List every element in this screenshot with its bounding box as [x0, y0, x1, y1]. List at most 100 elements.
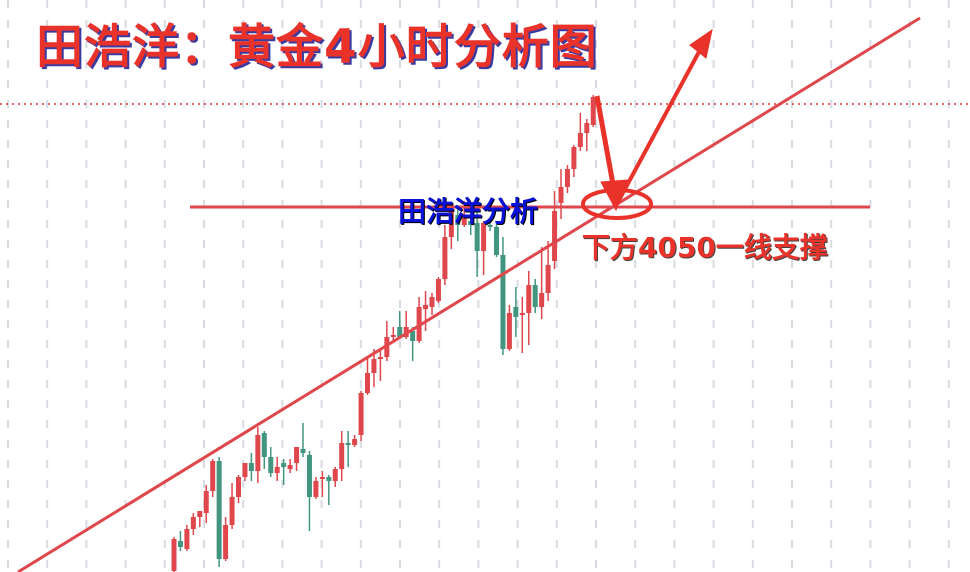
candle: [190, 513, 196, 535]
chart-title: 田浩洋：黄金4小时分析图: [36, 20, 598, 75]
candle: [506, 305, 512, 351]
candle: [236, 475, 241, 503]
candle-body: [281, 463, 287, 467]
candle: [248, 453, 254, 481]
candle-body: [255, 435, 261, 471]
candle-body: [365, 373, 370, 393]
candle: [481, 221, 487, 275]
candle-body: [261, 433, 267, 457]
candle-body: [313, 481, 319, 497]
candle-body: [526, 285, 532, 313]
candle-body: [397, 327, 403, 337]
rising-trendline: [17, 16, 921, 572]
candle: [410, 327, 416, 361]
candle: [545, 241, 551, 301]
candle-body: [236, 477, 241, 497]
candle-body: [584, 123, 590, 133]
candle-body: [474, 223, 480, 251]
candle-body: [577, 133, 583, 147]
candle-body: [190, 517, 196, 529]
candle: [487, 219, 493, 231]
candle-body: [300, 449, 306, 453]
candle-body: [423, 305, 429, 309]
candle-body: [442, 237, 448, 279]
candle: [526, 271, 532, 345]
candle-body: [171, 539, 177, 571]
candle: [365, 357, 370, 395]
candle: [539, 247, 545, 319]
candle: [210, 459, 216, 497]
candle-body: [429, 297, 435, 307]
candle: [429, 293, 435, 315]
candle-body: [223, 525, 229, 559]
candle-body: [487, 225, 493, 227]
candle-body: [545, 265, 551, 293]
candle-body: [552, 211, 558, 261]
candle: [474, 211, 480, 277]
candle-body: [500, 255, 506, 349]
candle: [203, 485, 209, 523]
candle: [177, 531, 183, 551]
candle-body: [319, 477, 325, 479]
candle: [519, 297, 525, 353]
candle: [339, 431, 345, 481]
candle-body: [268, 457, 274, 473]
candle: [171, 537, 177, 572]
candle: [313, 477, 319, 499]
candle-body: [371, 359, 377, 373]
candle-body: [390, 335, 396, 337]
candle-body: [358, 393, 364, 435]
candles: [171, 95, 596, 572]
candle-body: [455, 215, 461, 225]
candle-body: [481, 223, 487, 251]
candle: [332, 467, 338, 487]
candle: [229, 483, 235, 529]
candle: [558, 169, 564, 219]
candle-body: [210, 461, 216, 491]
support-annotation: 下方4050一线支撑: [582, 231, 828, 264]
candle: [571, 145, 577, 177]
candle-body: [332, 469, 338, 481]
candle-body: [468, 221, 474, 225]
candle-body: [339, 443, 345, 469]
candle: [319, 471, 325, 497]
candle-body: [513, 307, 519, 317]
candle: [352, 435, 358, 447]
candle-body: [494, 227, 499, 255]
candle: [300, 423, 306, 457]
candle: [468, 211, 474, 235]
candle-body: [435, 279, 441, 301]
candle-body: [242, 463, 248, 477]
candle-body: [564, 169, 570, 187]
candle: [552, 191, 558, 269]
candle: [274, 457, 280, 481]
candle: [261, 431, 267, 469]
candle-body: [274, 467, 280, 473]
candle-body: [377, 357, 383, 359]
candle: [345, 431, 351, 467]
candle-body: [590, 97, 596, 125]
candle-body: [177, 541, 183, 547]
candle-body: [248, 463, 254, 471]
candle-body: [287, 465, 293, 469]
candle-body: [558, 187, 564, 203]
candle: [371, 349, 377, 387]
candle: [590, 95, 596, 127]
candle: [377, 349, 383, 381]
candle-body: [345, 443, 351, 445]
candle: [584, 119, 590, 151]
candle-body: [506, 313, 512, 349]
candle: [223, 517, 229, 561]
candle: [564, 165, 570, 193]
candle: [435, 277, 441, 303]
candle: [513, 287, 519, 337]
candle-body: [229, 497, 235, 525]
candle: [184, 525, 190, 551]
candle: [416, 297, 422, 343]
candle: [287, 459, 293, 473]
up-arrow: [616, 28, 713, 203]
candle-body: [461, 215, 467, 225]
candle: [461, 201, 467, 227]
candle: [500, 237, 506, 355]
